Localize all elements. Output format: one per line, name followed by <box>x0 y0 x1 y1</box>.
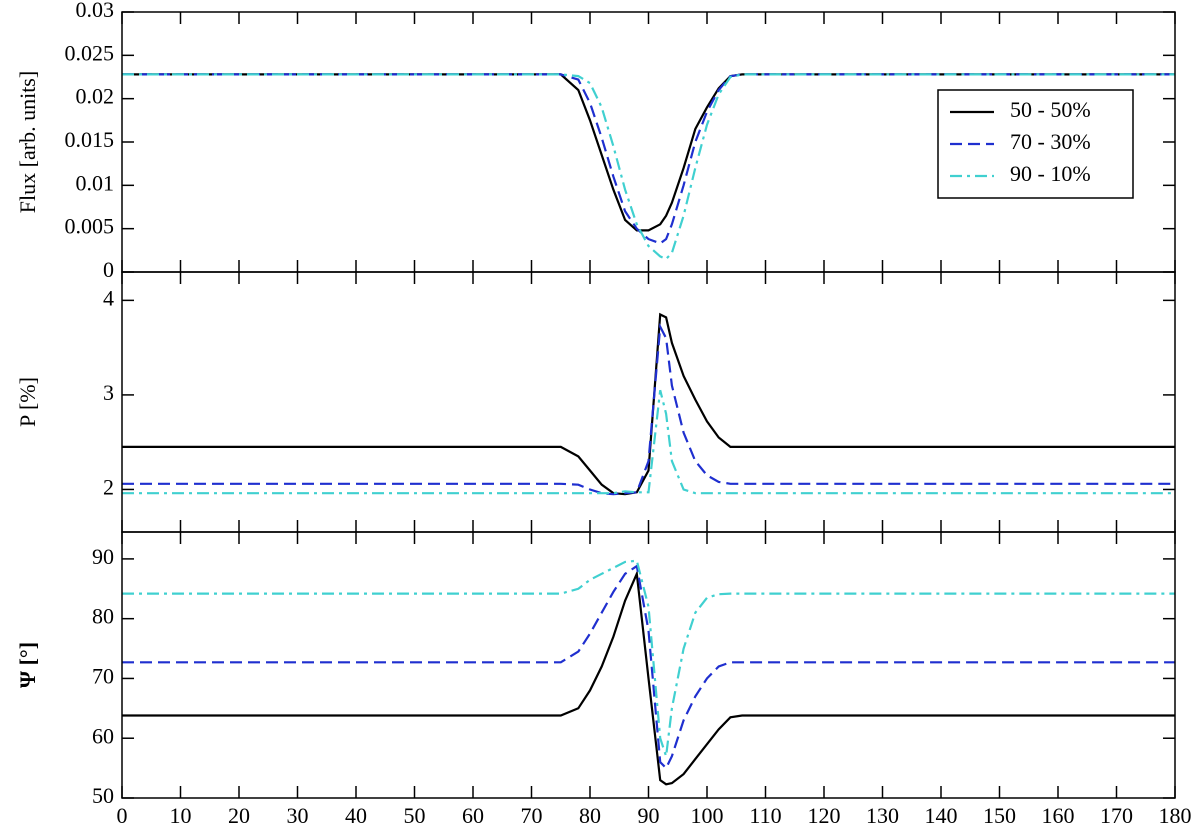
y-tick-label: 90 <box>92 544 114 569</box>
legend-label: 70 - 30% <box>1010 129 1091 154</box>
y-tick-label: 0.01 <box>76 170 115 195</box>
y-tick-label: 0.02 <box>76 84 115 109</box>
y-tick-label: 80 <box>92 604 114 629</box>
y-axis-label: P [%] <box>15 377 40 427</box>
x-tick-label: 0 <box>117 803 128 828</box>
y-tick-label: 0.015 <box>65 127 115 152</box>
y-tick-label: 0.005 <box>65 214 115 239</box>
y-tick-label: 4 <box>103 285 114 310</box>
plot-frame <box>121 531 1176 799</box>
y-tick-label: 0.03 <box>76 0 115 22</box>
x-tick-label: 150 <box>983 803 1016 828</box>
x-tick-label: 140 <box>925 803 958 828</box>
x-tick-label: 180 <box>1159 803 1192 828</box>
x-tick-label: 120 <box>808 803 841 828</box>
x-tick-label: 130 <box>866 803 899 828</box>
x-tick-label: 50 <box>404 803 426 828</box>
y-tick-label: 0 <box>103 257 114 282</box>
series-line <box>122 73 1175 245</box>
series-line <box>122 73 1175 261</box>
x-tick-label: 60 <box>462 803 484 828</box>
series-line <box>122 569 1175 786</box>
series-line <box>122 322 1175 496</box>
x-tick-label: 100 <box>691 803 724 828</box>
y-tick-label: 60 <box>92 723 114 748</box>
x-tick-label: 90 <box>638 803 660 828</box>
x-tick-label: 30 <box>287 803 309 828</box>
y-tick-label: 3 <box>103 380 114 405</box>
x-tick-label: 170 <box>1100 803 1133 828</box>
x-tick-label: 70 <box>521 803 543 828</box>
legend-label: 90 - 10% <box>1010 161 1091 186</box>
series-line <box>122 312 1175 496</box>
series-line <box>122 559 1175 757</box>
x-tick-label: 80 <box>579 803 601 828</box>
x-tick-label: 160 <box>1042 803 1075 828</box>
series-line <box>122 389 1175 495</box>
y-tick-label: 50 <box>92 783 114 808</box>
y-axis-label: Ψ [°] <box>15 642 40 688</box>
x-tick-label: 110 <box>749 803 781 828</box>
y-tick-label: 70 <box>92 663 114 688</box>
x-tick-label: 20 <box>228 803 250 828</box>
x-tick-label: 40 <box>345 803 367 828</box>
x-tick-label: 10 <box>170 803 192 828</box>
y-axis-label: Flux [arb. units] <box>15 71 40 213</box>
y-tick-label: 0.025 <box>65 40 115 65</box>
legend-label: 50 - 50% <box>1010 97 1091 122</box>
series-line <box>122 564 1175 770</box>
y-tick-label: 2 <box>103 475 114 500</box>
